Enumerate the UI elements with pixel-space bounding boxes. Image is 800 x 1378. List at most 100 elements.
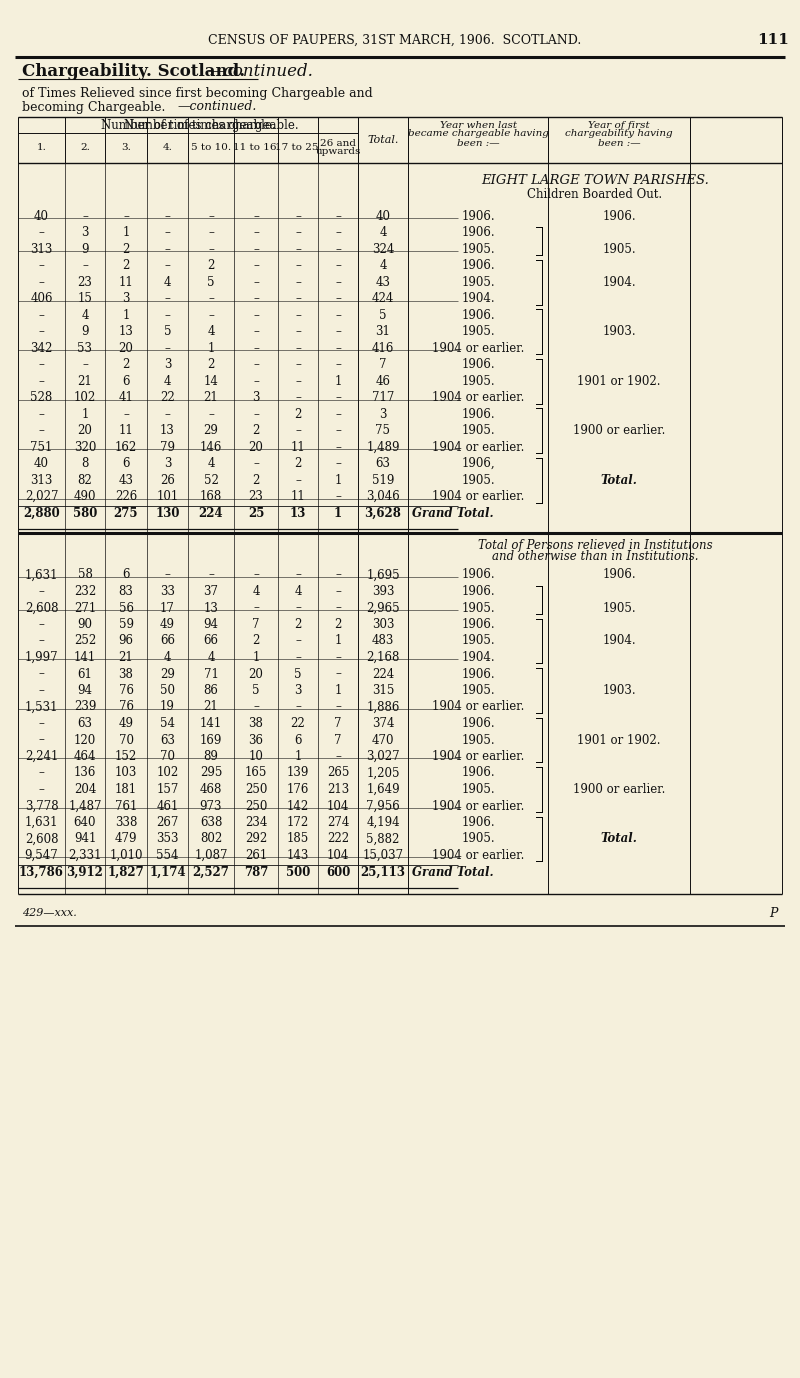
- Text: 29: 29: [160, 667, 175, 681]
- Text: 2,241: 2,241: [25, 750, 58, 763]
- Text: 1,649: 1,649: [366, 783, 400, 796]
- Text: –: –: [295, 424, 301, 437]
- Text: 22: 22: [160, 391, 175, 404]
- Text: 2,331: 2,331: [68, 849, 102, 863]
- Text: 1904 or earlier.: 1904 or earlier.: [432, 750, 524, 763]
- Text: 36: 36: [249, 733, 263, 747]
- Text: –: –: [335, 491, 341, 503]
- Text: 2,880: 2,880: [23, 507, 60, 520]
- Text: 1,531: 1,531: [25, 700, 58, 714]
- Text: 11 to 16.: 11 to 16.: [233, 143, 279, 153]
- Text: 172: 172: [287, 816, 309, 830]
- Text: 40: 40: [34, 457, 49, 470]
- Text: 4: 4: [164, 276, 171, 289]
- Text: 1: 1: [334, 507, 342, 520]
- Text: 15: 15: [78, 292, 93, 306]
- Text: 3: 3: [82, 226, 89, 240]
- Text: 61: 61: [78, 667, 93, 681]
- Text: 1904 or earlier.: 1904 or earlier.: [432, 799, 524, 813]
- Text: –: –: [335, 292, 341, 306]
- Text: –: –: [335, 408, 341, 420]
- Text: 8: 8: [82, 457, 89, 470]
- Text: 5: 5: [252, 683, 260, 697]
- Text: 4: 4: [252, 586, 260, 598]
- Text: –: –: [208, 226, 214, 240]
- Text: 2: 2: [122, 358, 130, 371]
- Text: 9: 9: [82, 243, 89, 256]
- Text: 479: 479: [114, 832, 138, 846]
- Text: –: –: [253, 259, 259, 273]
- Text: –: –: [295, 342, 301, 354]
- Text: –: –: [335, 441, 341, 453]
- Text: –: –: [38, 375, 45, 387]
- Text: –: –: [253, 325, 259, 338]
- Text: 66: 66: [160, 634, 175, 648]
- Text: 429—xxx.: 429—xxx.: [22, 908, 77, 919]
- Text: 76: 76: [118, 700, 134, 714]
- Text: 1: 1: [207, 342, 214, 354]
- Text: –: –: [335, 276, 341, 289]
- Text: 1906.: 1906.: [461, 569, 495, 582]
- Text: 70: 70: [160, 750, 175, 763]
- Text: 2,965: 2,965: [366, 602, 400, 615]
- Text: –: –: [38, 424, 45, 437]
- Text: 9,547: 9,547: [25, 849, 58, 863]
- Text: 353: 353: [156, 832, 178, 846]
- Text: 275: 275: [114, 507, 138, 520]
- Text: –: –: [38, 226, 45, 240]
- Text: been :—: been :—: [457, 139, 499, 147]
- Text: 101: 101: [156, 491, 178, 503]
- Text: –: –: [335, 602, 341, 615]
- Text: 43: 43: [375, 276, 390, 289]
- Text: 528: 528: [30, 391, 53, 404]
- Text: 1,010: 1,010: [110, 849, 142, 863]
- Text: 33: 33: [160, 586, 175, 598]
- Text: 142: 142: [287, 799, 309, 813]
- Text: Chargeability. Scotland.: Chargeability. Scotland.: [22, 63, 245, 80]
- Text: 461: 461: [156, 799, 178, 813]
- Text: 13: 13: [290, 507, 306, 520]
- Text: 1904 or earlier.: 1904 or earlier.: [432, 700, 524, 714]
- Text: 76: 76: [118, 683, 134, 697]
- Text: 1905.: 1905.: [461, 683, 495, 697]
- Text: –: –: [38, 783, 45, 796]
- Text: Number of times chargeable.: Number of times chargeable.: [124, 120, 299, 132]
- Text: 1,174: 1,174: [149, 865, 186, 879]
- Text: –: –: [82, 358, 88, 371]
- Text: 1: 1: [252, 650, 260, 664]
- Text: –: –: [253, 226, 259, 240]
- Text: 638: 638: [200, 816, 222, 830]
- Text: 222: 222: [327, 832, 349, 846]
- Text: 3,628: 3,628: [365, 507, 402, 520]
- Text: 1904 or earlier.: 1904 or earlier.: [432, 441, 524, 453]
- Text: –: –: [38, 259, 45, 273]
- Text: 250: 250: [245, 799, 267, 813]
- Text: –: –: [38, 586, 45, 598]
- Text: 313: 313: [30, 474, 53, 486]
- Text: 5: 5: [379, 309, 386, 321]
- Text: 1: 1: [294, 750, 302, 763]
- Text: –: –: [38, 766, 45, 780]
- Text: 483: 483: [372, 634, 394, 648]
- Text: 1906.: 1906.: [602, 209, 636, 223]
- Text: 1,695: 1,695: [366, 569, 400, 582]
- Text: 7: 7: [334, 717, 342, 730]
- Text: –: –: [38, 617, 45, 631]
- Text: 2: 2: [122, 243, 130, 256]
- Text: 271: 271: [74, 602, 96, 615]
- Text: 6: 6: [122, 457, 130, 470]
- Text: –: –: [335, 750, 341, 763]
- Text: 136: 136: [74, 766, 96, 780]
- Text: –: –: [208, 243, 214, 256]
- Text: –: –: [335, 424, 341, 437]
- Text: 4: 4: [379, 226, 386, 240]
- Text: 640: 640: [74, 816, 96, 830]
- Text: –: –: [165, 408, 170, 420]
- Text: –: –: [165, 342, 170, 354]
- Text: –: –: [335, 391, 341, 404]
- Text: 4: 4: [82, 309, 89, 321]
- Text: 1,205: 1,205: [366, 766, 400, 780]
- Text: –: –: [335, 226, 341, 240]
- Text: 4: 4: [207, 325, 214, 338]
- Text: 1904.: 1904.: [461, 650, 495, 664]
